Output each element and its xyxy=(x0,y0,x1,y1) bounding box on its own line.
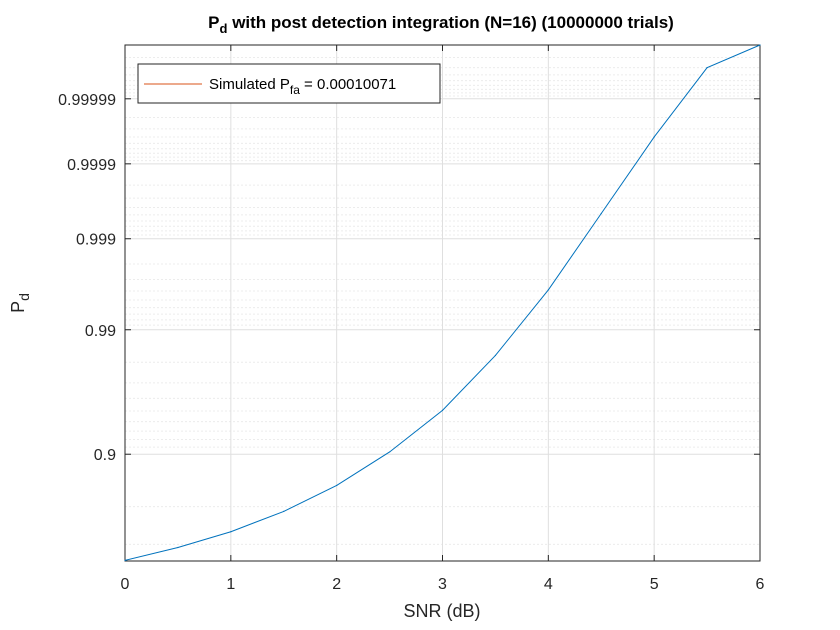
series-point xyxy=(547,289,549,291)
series-point xyxy=(124,559,126,561)
y-tick-label: 0.9 xyxy=(94,447,116,464)
x-tick-labels: 0 1 2 3 4 5 6 xyxy=(121,576,765,593)
x-tick-label: 4 xyxy=(544,576,553,593)
y-tick-label: 0.9999 xyxy=(67,157,116,174)
x-tick-label: 6 xyxy=(756,576,765,593)
y-tick-label: 0.99999 xyxy=(58,92,116,109)
series-point xyxy=(494,354,497,357)
legend-label-suffix: = 0.00010071 xyxy=(300,76,396,93)
y-tick-label: 0.999 xyxy=(76,232,116,249)
x-tick-label: 2 xyxy=(332,576,341,593)
y-tick-label: 0.99 xyxy=(85,323,116,340)
series-point xyxy=(441,409,444,411)
series-point xyxy=(706,67,708,69)
legend: Simulated Pfa = 0.00010071 xyxy=(137,63,441,104)
y-tick-marks xyxy=(125,98,760,455)
series-layer xyxy=(124,44,761,561)
x-tick-label: 1 xyxy=(226,576,235,593)
y-tick-labels: 0.9 0.99 0.999 0.9999 0.99999 xyxy=(58,92,116,464)
title-subscript: d xyxy=(220,21,228,36)
series-point xyxy=(653,136,655,138)
title-prefix: P xyxy=(208,13,219,32)
x-axis-label: SNR (dB) xyxy=(403,601,480,621)
legend-label-prefix: Simulated P xyxy=(209,76,290,93)
x-tick-label: 0 xyxy=(121,576,130,593)
y-axis-label: Pd xyxy=(8,293,32,313)
series-point xyxy=(600,212,602,215)
series-point xyxy=(759,44,761,46)
x-tick-label: 5 xyxy=(650,576,659,593)
title-rest: with post detection integration (N=16) (… xyxy=(227,13,673,32)
x-tick-label: 3 xyxy=(438,576,447,593)
series-point xyxy=(283,510,285,513)
x-tick-marks xyxy=(124,45,761,561)
series-point xyxy=(336,484,338,487)
y-axis-label-subscript: d xyxy=(16,293,32,301)
legend-label: Simulated Pfa = 0.00010071 xyxy=(209,76,396,97)
chart-title: Pd with post detection integration (N=16… xyxy=(208,13,674,36)
y-axis-label-main: P xyxy=(8,301,28,313)
y-axis-label-group: Pd xyxy=(8,293,32,313)
series-point xyxy=(388,451,391,453)
series-point xyxy=(177,546,179,549)
legend-label-subscript: fa xyxy=(290,83,300,97)
series-point xyxy=(230,531,232,533)
